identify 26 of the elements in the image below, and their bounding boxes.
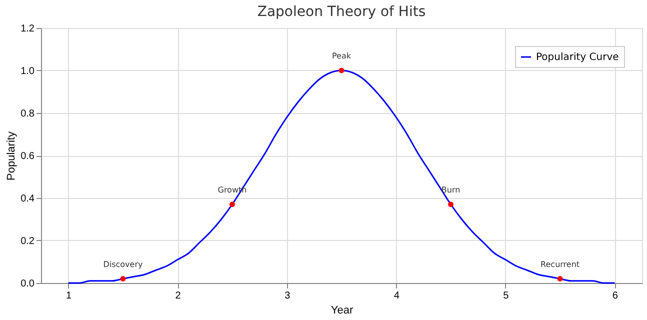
annotation: Peak	[332, 52, 352, 60]
x-tick-label: 4	[394, 290, 400, 302]
point	[229, 202, 235, 208]
x-axis-title: Year	[330, 304, 354, 316]
chart-title: Zapoleon Theory of Hits	[257, 4, 426, 20]
x-tick-label: 3	[284, 290, 291, 302]
x-tick-label: 5	[503, 290, 510, 302]
y-axis-title: Popularity	[6, 131, 18, 180]
y-tick-label: 1.2	[20, 24, 35, 34]
x-tick-label: 2	[175, 290, 182, 302]
annotation: Recurrent	[540, 260, 580, 269]
y-tick-label: 0.8	[20, 108, 35, 120]
x-tick-label: 6	[612, 290, 618, 302]
annotation: Discovery	[103, 260, 143, 269]
y-tick-label: 0.2	[20, 236, 35, 247]
point	[557, 276, 563, 282]
legend-label: Popularity Curve	[536, 52, 619, 63]
annotation: Burn	[441, 185, 460, 194]
y-tick-label: 0.6	[20, 151, 35, 162]
point	[338, 68, 344, 74]
y-tick-label: 1.0	[20, 66, 35, 77]
x-tick-label: 1	[66, 290, 72, 302]
point	[120, 276, 126, 282]
point	[448, 202, 454, 208]
y-tick-label: 0.0	[20, 278, 35, 290]
y-tick-label: 0.4	[20, 194, 35, 204]
